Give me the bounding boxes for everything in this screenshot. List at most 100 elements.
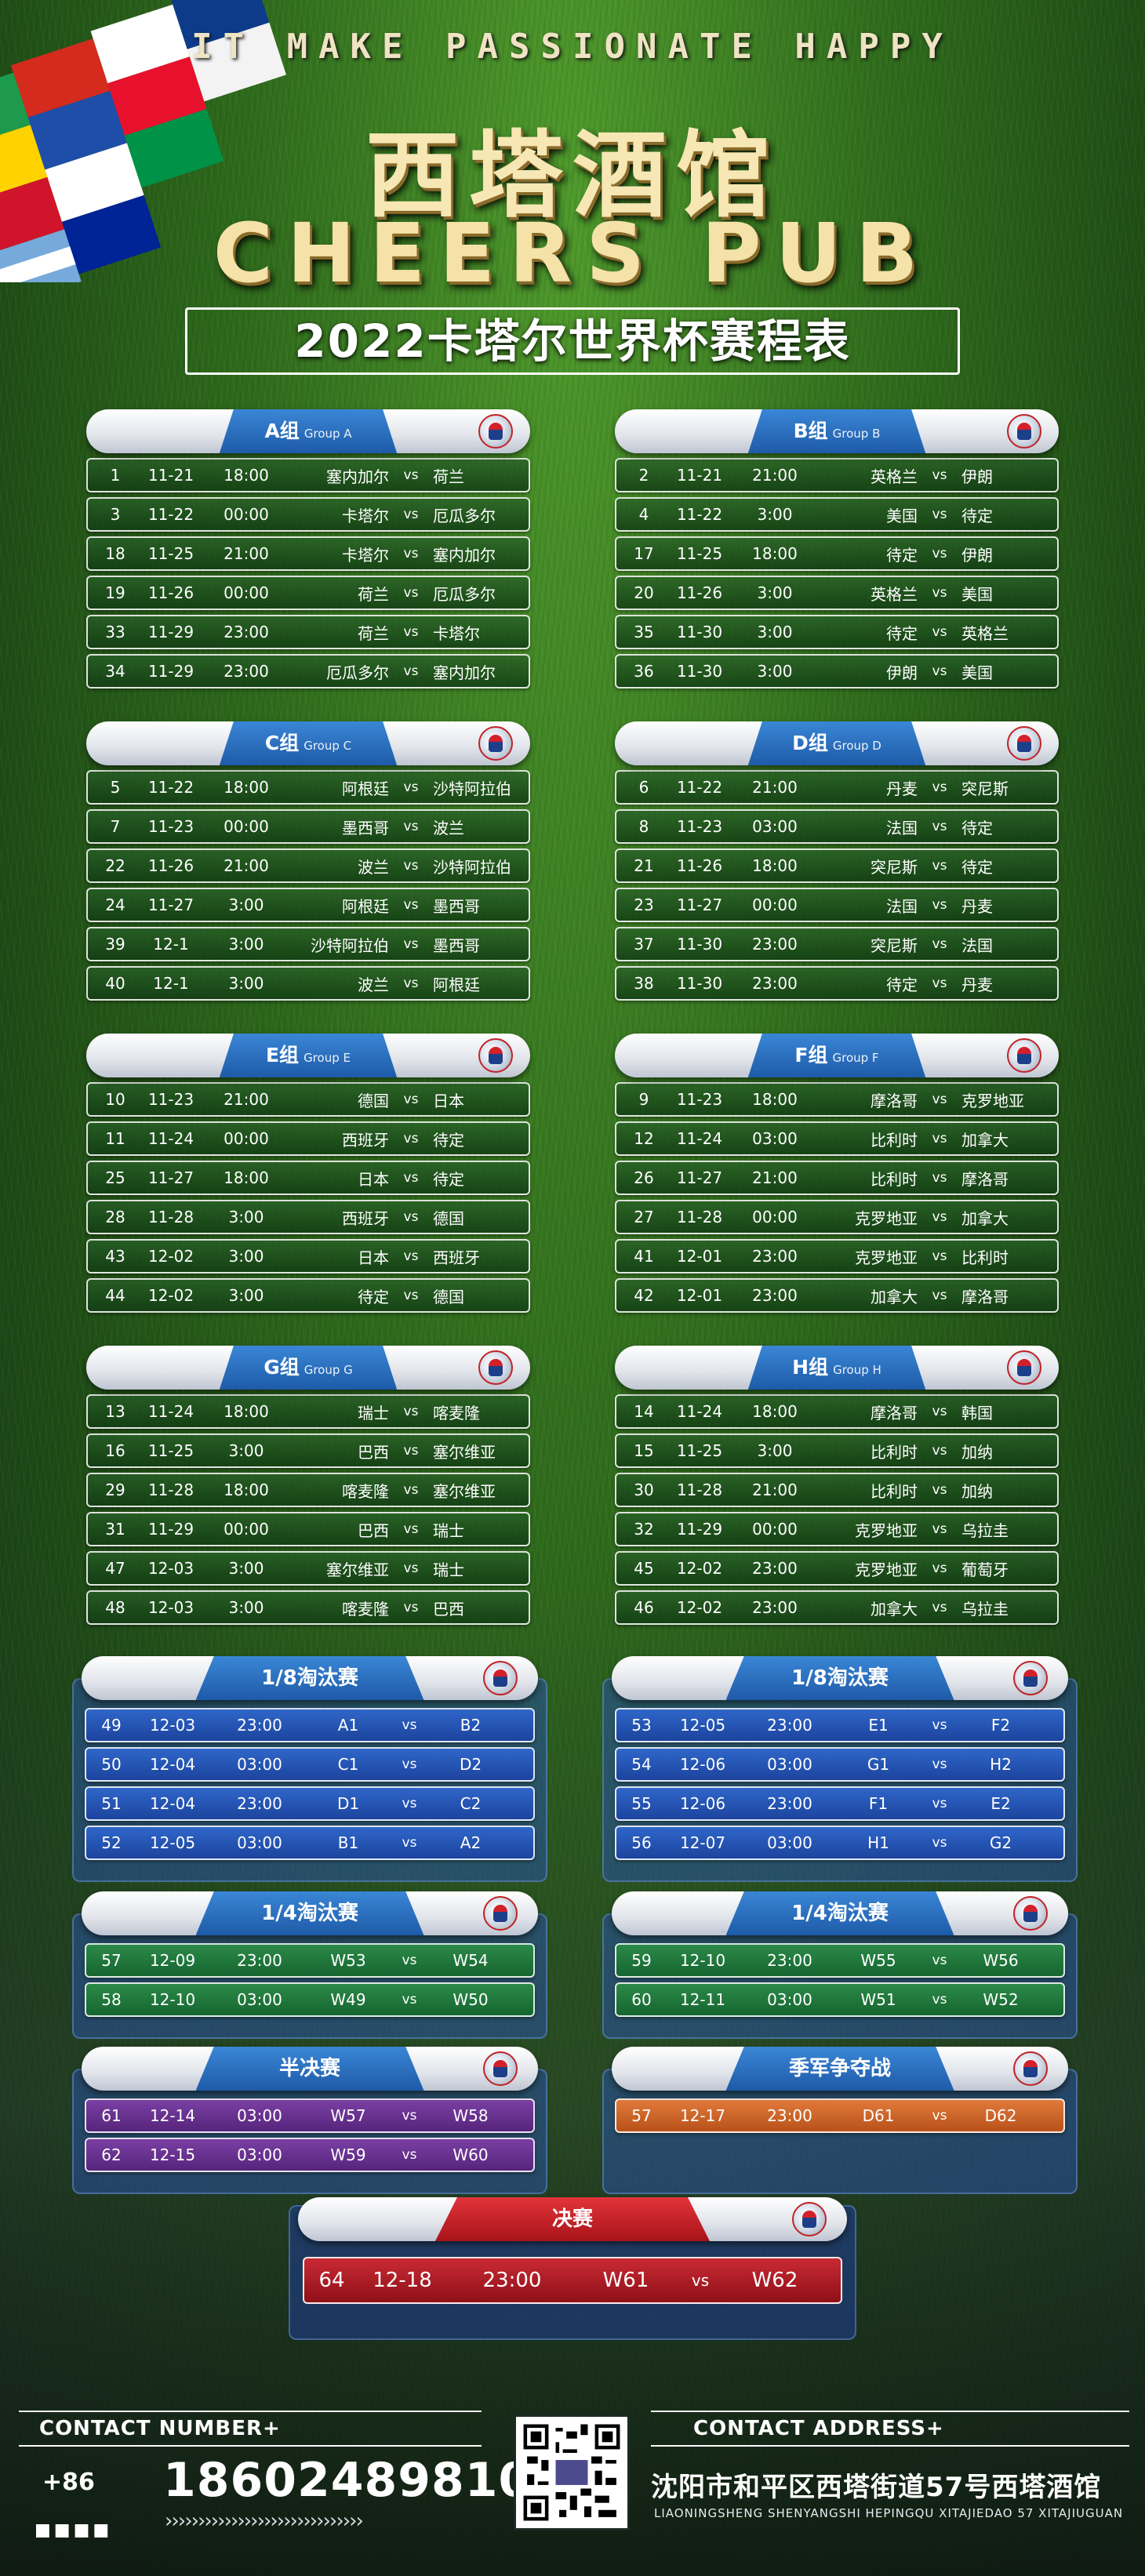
match-time: 3:00 xyxy=(228,1286,264,1305)
match-row: 47 12-03 3:00 塞尔维亚 vs 瑞士 xyxy=(86,1551,530,1586)
away-team: 瑞士 xyxy=(433,1560,464,1579)
vs-label: vs xyxy=(403,819,419,834)
home-team: 西班牙 xyxy=(342,1130,389,1150)
away-team: 波兰 xyxy=(433,818,464,837)
match-date: 11-25 xyxy=(147,544,194,563)
match-number: 31 xyxy=(105,1520,125,1539)
match-number: 47 xyxy=(105,1559,125,1578)
group-header: E组 Group E xyxy=(86,1034,530,1077)
vs-label: vs xyxy=(932,976,947,991)
match-time: 23:00 xyxy=(237,1716,282,1735)
vs-label: vs xyxy=(403,507,419,522)
match-time: 03:00 xyxy=(767,1990,812,2009)
vs-label: vs xyxy=(402,1717,417,1733)
away-team: H2 xyxy=(990,1755,1012,1774)
knockout-panel: 半决赛 61 12-14 03:00 W57 vs W58 62 12-15 03:00 W59 vs… xyxy=(72,2047,547,2194)
match-date: 11-29 xyxy=(147,662,194,681)
home-team: 波兰 xyxy=(358,857,389,877)
match-date: 11-26 xyxy=(676,583,723,602)
vs-label: vs xyxy=(403,779,419,795)
knockout-panel: 1/4淘汰赛 57 12-09 23:00 W53 vs W54 58 12-10 03:00 W4… xyxy=(72,1891,547,2039)
match-time: 03:00 xyxy=(237,1833,282,1852)
final-header: 决赛 xyxy=(298,2197,847,2241)
tagline: IT MAKE PASSIONATE HAPPY xyxy=(191,27,954,67)
home-team: W53 xyxy=(330,1951,366,1970)
worldcup-ball-icon xyxy=(483,2051,518,2086)
match-number: 55 xyxy=(631,1794,652,1813)
worldcup-ball-icon xyxy=(478,414,513,449)
match-row: 58 12-10 03:00 W49 vs W50 xyxy=(85,1982,535,2017)
match-time: 23:00 xyxy=(767,1951,812,1970)
vs-label: vs xyxy=(403,1560,419,1576)
match-time: 00:00 xyxy=(752,1208,798,1226)
vs-label: vs xyxy=(402,1835,417,1851)
knockout-header: 1/4淘汰赛 xyxy=(612,1891,1068,1935)
away-team: 加纳 xyxy=(961,1481,993,1501)
away-team: 美国 xyxy=(961,663,993,682)
match-time: 3:00 xyxy=(228,1441,264,1460)
match-time: 03:00 xyxy=(237,2145,282,2164)
match-date: 12-04 xyxy=(149,1794,196,1813)
home-team: 阿根廷 xyxy=(342,779,389,798)
group-panel: G组 Group G 13 11-24 18:00 瑞士 vs 喀麦隆 16 11-25 3:00 巴… xyxy=(86,1346,530,1625)
match-time: 00:00 xyxy=(224,505,269,524)
contact-address-label: CONTACT ADDRESS+ xyxy=(651,2411,1129,2447)
knockout-title: 1/8淘汰赛 xyxy=(261,1666,358,1690)
worldcup-ball-icon xyxy=(1007,1038,1041,1073)
match-date: 11-26 xyxy=(676,856,723,875)
match-date: 11-28 xyxy=(147,1481,194,1499)
contact-number-label: CONTACT NUMBER+ xyxy=(19,2411,482,2447)
group-title: D组 Group D xyxy=(792,732,881,754)
away-team: 沙特阿拉伯 xyxy=(433,779,511,798)
match-date: 12-14 xyxy=(149,2106,196,2125)
title-en: CHEERS PUB xyxy=(213,205,932,301)
match-number: 60 xyxy=(631,1990,652,2009)
home-team: 英格兰 xyxy=(871,584,918,604)
home-team: 摩洛哥 xyxy=(871,1403,918,1422)
match-number: 59 xyxy=(631,1951,652,1970)
away-team: 德国 xyxy=(433,1287,464,1306)
qr-code-icon[interactable] xyxy=(516,2417,627,2528)
match-number: 4 xyxy=(638,505,649,524)
home-team: 加拿大 xyxy=(871,1287,918,1306)
match-time: 3:00 xyxy=(228,935,264,954)
match-row: 52 12-05 03:00 B1 vs A2 xyxy=(85,1826,535,1860)
match-time: 23:00 xyxy=(752,935,798,954)
home-team: 塞尔维亚 xyxy=(326,1560,389,1579)
vs-label: vs xyxy=(932,546,947,561)
match-row: 45 12-02 23:00 克罗地亚 vs 葡萄牙 xyxy=(615,1551,1059,1586)
home-team: 波兰 xyxy=(358,975,389,994)
vs-label: vs xyxy=(932,1482,947,1498)
home-team: 比利时 xyxy=(871,1442,918,1462)
dots-decoration: ■■■■ xyxy=(35,2520,113,2540)
match-date: 11-26 xyxy=(147,856,194,875)
home-team: 克罗地亚 xyxy=(855,1248,918,1267)
match-number: 57 xyxy=(631,2106,652,2125)
group-panel: E组 Group E 10 11-23 21:00 德国 vs 日本 11 11-24 00:00 西… xyxy=(86,1034,530,1313)
match-number: 41 xyxy=(634,1247,654,1266)
match-number: 19 xyxy=(105,583,125,602)
match-number: 33 xyxy=(105,623,125,641)
group-panel: F组 Group F 9 11-23 18:00 摩洛哥 vs 克罗地亚 12 11-24 03:0… xyxy=(615,1034,1059,1313)
match-date: 11-25 xyxy=(147,1441,194,1460)
worldcup-ball-icon xyxy=(483,1661,518,1695)
home-team: 美国 xyxy=(886,506,918,525)
match-time: 23:00 xyxy=(752,1598,798,1617)
match-date: 12-05 xyxy=(149,1833,196,1852)
match-number: 42 xyxy=(634,1286,654,1305)
home-team: 巴西 xyxy=(358,1442,389,1462)
away-team: 厄瓜多尔 xyxy=(433,506,496,525)
match-date: 12-10 xyxy=(149,1990,196,2009)
match-time: 23:00 xyxy=(767,1716,812,1735)
match-number: 48 xyxy=(105,1598,125,1617)
match-row: 34 11-29 23:00 厄瓜多尔 vs 塞内加尔 xyxy=(86,654,530,689)
home-team: 荷兰 xyxy=(358,623,389,643)
away-team: W50 xyxy=(453,1990,489,2009)
home-team: 待定 xyxy=(886,975,918,994)
home-team: H1 xyxy=(867,1833,889,1852)
home-team: 克罗地亚 xyxy=(855,1208,918,1228)
phone-number[interactable]: 18602489810 xyxy=(163,2453,533,2508)
match-time: 23:00 xyxy=(237,1951,282,1970)
vs-label: vs xyxy=(403,663,419,679)
match-row: 3 11-22 00:00 卡塔尔 vs 厄瓜多尔 xyxy=(86,497,530,532)
